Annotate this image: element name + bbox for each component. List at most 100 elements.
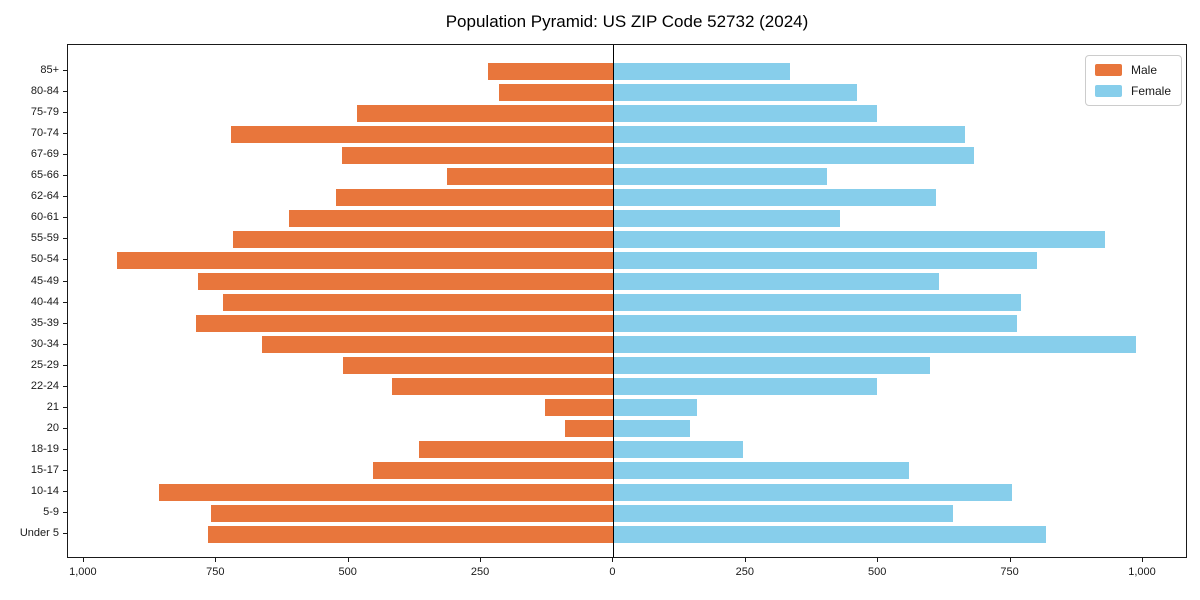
y-tick-mark xyxy=(63,280,67,282)
bar-female-10-14 xyxy=(613,483,1013,501)
bar-female-85+ xyxy=(613,62,790,80)
bar-female-55-59 xyxy=(613,230,1105,248)
y-tick-mark xyxy=(63,196,67,198)
bar-female-80-84 xyxy=(613,83,857,101)
x-tick-label: 500 xyxy=(868,566,887,578)
y-tick-mark xyxy=(63,154,67,156)
bar-female-45-49 xyxy=(613,273,940,290)
y-tick-label: 65-66 xyxy=(30,169,59,182)
x-tick-label: 250 xyxy=(470,566,490,578)
bar-male-67-69 xyxy=(341,146,614,164)
legend-swatch-female xyxy=(1094,85,1122,97)
y-tick-label: 67-69 xyxy=(30,148,59,161)
bar-male-80-84 xyxy=(499,83,614,101)
bar-female-25-29 xyxy=(613,357,930,375)
x-tick-mark xyxy=(82,558,84,562)
bar-male-22-24 xyxy=(391,378,614,396)
plot-area xyxy=(67,44,1187,558)
y-tick-mark xyxy=(63,112,67,114)
y-tick-mark xyxy=(63,322,67,324)
y-tick-label: 62-64 xyxy=(30,190,59,203)
x-tick-mark xyxy=(480,558,482,562)
bar-female-18-19 xyxy=(613,441,743,459)
legend-item-female: Female xyxy=(1094,84,1171,98)
bar-male-45-49 xyxy=(197,273,614,290)
x-tick-label: 500 xyxy=(338,566,357,578)
y-tick-mark xyxy=(63,364,67,366)
bar-female-60-61 xyxy=(613,209,840,227)
x-tick-mark xyxy=(877,558,879,562)
x-tick-mark xyxy=(744,558,746,562)
legend: Male Female xyxy=(1084,55,1182,106)
bar-male-30-34 xyxy=(262,336,614,354)
bar-male-15-17 xyxy=(373,462,614,480)
y-tick-mark xyxy=(63,469,67,471)
y-tick-label: 55-59 xyxy=(30,232,59,245)
bar-male-62-64 xyxy=(335,188,614,206)
y-tick-mark xyxy=(63,91,67,93)
y-tick-mark xyxy=(63,385,67,387)
chart-title: Population Pyramid: US ZIP Code 52732 (2… xyxy=(445,12,809,31)
y-tick-label: 60-61 xyxy=(30,211,59,224)
y-tick-mark xyxy=(63,343,67,345)
bar-male-65-66 xyxy=(446,167,614,185)
y-tick-mark xyxy=(63,238,67,240)
y-tick-mark xyxy=(63,70,67,71)
y-tick-label: 45-49 xyxy=(30,274,59,287)
x-tick-label: 1,000 xyxy=(69,566,97,578)
bar-female-15-17 xyxy=(613,462,910,480)
bar-male-40-44 xyxy=(223,294,614,312)
bar-male-20 xyxy=(565,420,614,438)
bar-male-35-39 xyxy=(196,315,614,333)
y-tick-label: 20 xyxy=(46,421,59,434)
y-tick-mark xyxy=(63,259,67,261)
x-tick-mark xyxy=(1141,558,1143,562)
bar-female-35-39 xyxy=(613,315,1018,333)
center-axis-line xyxy=(612,45,615,557)
y-tick-mark xyxy=(63,533,67,535)
bar-female-22-24 xyxy=(613,378,877,396)
y-tick-label: 18-19 xyxy=(30,442,59,455)
legend-label-male: Male xyxy=(1130,63,1157,77)
y-tick-label: 10-14 xyxy=(30,485,59,497)
y-tick-label: 80-84 xyxy=(30,85,59,98)
legend-label-female: Female xyxy=(1130,84,1171,98)
x-tick-label: 0 xyxy=(609,566,616,578)
bar-male-70-74 xyxy=(230,125,614,143)
y-tick-label: 21 xyxy=(46,400,59,413)
legend-item-male: Male xyxy=(1094,63,1171,77)
x-tick-mark xyxy=(347,558,349,562)
bar-male-75-79 xyxy=(357,104,614,122)
y-tick-label: 35-39 xyxy=(30,316,59,329)
x-tick-mark xyxy=(612,558,614,562)
bar-male-21 xyxy=(544,399,614,417)
y-tick-mark xyxy=(63,448,67,450)
y-tick-label: 30-34 xyxy=(30,337,59,350)
y-tick-mark xyxy=(63,427,67,429)
y-tick-label: 50-54 xyxy=(30,253,59,266)
y-tick-mark xyxy=(63,491,67,492)
bar-female-50-54 xyxy=(613,251,1037,269)
bar-male-60-61 xyxy=(289,209,614,227)
y-tick-mark xyxy=(63,175,67,177)
bar-male-under-5 xyxy=(207,525,614,543)
y-tick-label: 70-74 xyxy=(30,127,59,140)
x-tick-label: 750 xyxy=(206,566,225,578)
y-tick-mark xyxy=(63,133,67,135)
y-tick-mark xyxy=(63,406,67,408)
y-tick-mark xyxy=(63,217,67,219)
bar-female-5-9 xyxy=(613,504,954,522)
y-tick-label: 40-44 xyxy=(30,295,59,308)
x-tick-mark xyxy=(215,558,217,562)
bar-female-65-66 xyxy=(613,167,828,185)
x-tick-label: 750 xyxy=(1000,566,1019,578)
y-tick-label: 85+ xyxy=(40,64,59,76)
bar-female-30-34 xyxy=(613,336,1136,354)
y-tick-label: Under 5 xyxy=(19,527,59,540)
bar-male-25-29 xyxy=(342,357,614,375)
legend-swatch-male xyxy=(1094,64,1122,76)
bar-female-67-69 xyxy=(613,146,974,164)
y-tick-label: 75-79 xyxy=(30,106,59,119)
bar-female-21 xyxy=(613,399,697,417)
